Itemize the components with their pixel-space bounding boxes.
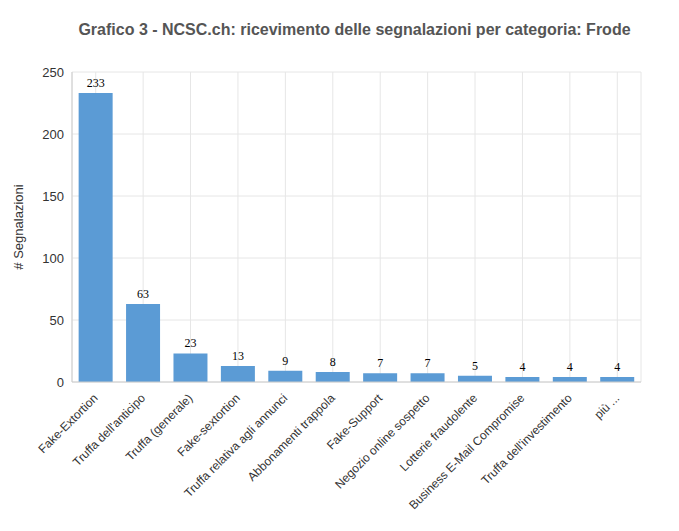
svg-text:5: 5 (472, 359, 478, 373)
svg-text:Negozio online sospetto: Negozio online sospetto (332, 391, 433, 492)
svg-text:Business E-Mail Compromise: Business E-Mail Compromise (406, 391, 528, 513)
svg-text:9: 9 (282, 354, 288, 368)
svg-text:4: 4 (567, 360, 573, 374)
svg-text:0: 0 (57, 375, 64, 390)
svg-text:13: 13 (232, 349, 244, 363)
svg-text:250: 250 (42, 65, 64, 80)
svg-text:Truffa relativa agli annunci: Truffa relativa agli annunci (181, 391, 291, 500)
svg-text:Lotterie fraudolente: Lotterie fraudolente (397, 391, 480, 474)
svg-text:Truffa dell'anticipo: Truffa dell'anticipo (70, 391, 149, 470)
svg-text:200: 200 (42, 127, 64, 142)
svg-text:Fake-sextortion: Fake-sextortion (174, 391, 243, 460)
svg-text:Truffa (generale): Truffa (generale) (122, 391, 196, 464)
svg-text:Fake-Support: Fake-Support (323, 391, 386, 453)
svg-text:50: 50 (50, 313, 64, 328)
svg-text:63: 63 (137, 287, 149, 301)
svg-text:8: 8 (330, 355, 336, 369)
svg-text:100: 100 (42, 251, 64, 266)
svg-text:23: 23 (184, 336, 196, 350)
svg-text:4: 4 (614, 360, 620, 374)
svg-text:più ...: più ... (592, 391, 623, 422)
svg-text:150: 150 (42, 189, 64, 204)
svg-text:Truffa dell'investimento: Truffa dell'investimento (478, 391, 575, 488)
svg-text:4: 4 (519, 360, 525, 374)
html-text:Grafico 3 - NCSC.ch: ricevimen: Grafico 3 - NCSC.ch: ricevimento delle s… (78, 21, 631, 38)
svg-text:7: 7 (377, 356, 383, 370)
svg-text:233: 233 (87, 76, 105, 90)
svg-text:Abbonamenti trappola: Abbonamenti trappola (245, 391, 338, 484)
svg-text:Fake-Extortion: Fake-Extortion (35, 391, 101, 457)
svg-text:# Segnalazioni: # Segnalazioni (11, 184, 26, 269)
svg-text:7: 7 (425, 356, 431, 370)
